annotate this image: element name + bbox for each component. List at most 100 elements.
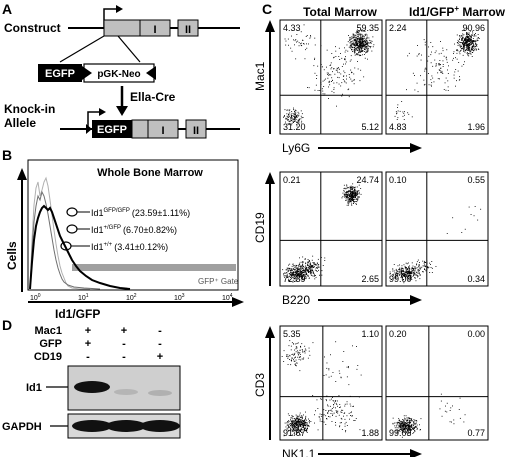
histogram-ylabel: Cells bbox=[5, 241, 19, 270]
egfp-label: EGFP bbox=[45, 68, 75, 80]
gfp-gate-bar bbox=[72, 264, 236, 271]
quadrant-value-ll: 99.03 bbox=[389, 428, 412, 438]
sign-r1-c2: - bbox=[158, 338, 162, 350]
plot-frame bbox=[385, 325, 489, 441]
gapdh-band-2 bbox=[106, 420, 146, 432]
knockin-egfp-box bbox=[92, 120, 132, 138]
quadrant-value-lr: 5.12 bbox=[361, 122, 379, 132]
sign-r2-c2: + bbox=[157, 351, 163, 363]
id1-band-1 bbox=[74, 381, 110, 393]
row-label-mac1: Mac1 bbox=[34, 325, 62, 337]
ylabel-row-0: Mac1 bbox=[253, 61, 267, 91]
xtick-1: 101 bbox=[78, 293, 89, 302]
gapdh-band-1 bbox=[72, 420, 112, 432]
quadrant-value-ul: 5.35 bbox=[283, 329, 301, 339]
gfp-gate-label: GFP⁺ Gate bbox=[198, 277, 239, 286]
quadrant-value-lr: 0.77 bbox=[467, 428, 485, 438]
plot-events bbox=[281, 340, 362, 437]
sign-r0-c0: + bbox=[85, 325, 91, 337]
panel-a-letter: A bbox=[2, 1, 12, 17]
quadrant-value-ur: 1.10 bbox=[361, 329, 379, 339]
quadrant-value-ll: 31.20 bbox=[283, 122, 306, 132]
histogram-xticks: 100 101 102 103 104 bbox=[30, 293, 233, 302]
xtick-3: 103 bbox=[174, 293, 185, 302]
row-label-gfp: GFP bbox=[39, 338, 62, 350]
xtick-4: 104 bbox=[222, 293, 233, 302]
quadrant-value-ul: 0.10 bbox=[389, 175, 407, 185]
panel-a: A Construct I II EGFP pGK-Neo Ella-Cre K… bbox=[2, 1, 240, 139]
quadrant-value-ll: 72.39 bbox=[283, 274, 306, 284]
insert-line-right bbox=[117, 35, 141, 63]
plot-events bbox=[389, 206, 482, 284]
legend-entry-1: Id1GFP/GFP (23.59±1.11%) bbox=[91, 208, 190, 218]
xaxis-arrow-icon bbox=[410, 295, 422, 305]
sign-r0-c2: - bbox=[158, 325, 162, 337]
plot-events bbox=[392, 393, 466, 438]
quadrant-value-ur: 59.35 bbox=[356, 23, 379, 33]
yaxis-arrow-icon bbox=[265, 172, 275, 184]
panel-c: C Total Marrow Id1/GFP+ Marrow Mac1 Ly6G 4… bbox=[253, 1, 506, 457]
sign-r1-c0: + bbox=[85, 338, 91, 350]
quadrant-value-lr: 1.96 bbox=[467, 122, 485, 132]
xtick-0: 100 bbox=[30, 293, 41, 302]
xtick-2: 102 bbox=[126, 293, 137, 302]
col-title-total: Total Marrow bbox=[303, 5, 377, 19]
histogram-legend: Id1GFP/GFP (23.59±1.11%) Id1+/GFP (6.70±0.… bbox=[60, 207, 190, 252]
knockin-egfp-label: EGFP bbox=[97, 124, 127, 136]
xaxis-arrow-icon bbox=[410, 143, 422, 153]
knockin-exon1-box bbox=[147, 119, 179, 139]
xlabel-row-2: NK1.1 bbox=[282, 447, 316, 457]
quadrant-value-ur: 90.96 bbox=[462, 23, 485, 33]
yaxis-arrow-icon bbox=[265, 20, 275, 32]
insert-line-left bbox=[59, 35, 105, 63]
knockin-label-line1: Knock-in bbox=[4, 102, 55, 116]
construct-exon1-box bbox=[139, 19, 171, 37]
facs-plot-mac1-total: 4.33 59.35 31.20 5.12 bbox=[279, 19, 383, 135]
ylabel-row-1: CD19 bbox=[253, 212, 267, 243]
facs-plot-cd3-total: 5.35 1.10 91.67 1.88 bbox=[279, 325, 383, 441]
row-label-cd19: CD19 bbox=[34, 351, 62, 363]
facs-plot-cd19-gfp: 0.10 0.55 99.00 0.34 bbox=[385, 171, 489, 287]
egfp-box bbox=[38, 64, 82, 82]
histogram-title: Whole Bone Marrow bbox=[97, 167, 203, 179]
facs-plots: Mac1 Ly6G 4.33 59.35 31.20 5.12 2.24 90.96 4.83 1… bbox=[253, 19, 489, 457]
histogram-xlabel: Id1/GFP bbox=[55, 307, 100, 321]
plot-frame bbox=[279, 171, 383, 287]
trace-homozygous bbox=[29, 204, 131, 290]
facs-plot-cd19-total: 0.21 24.74 72.39 2.65 bbox=[279, 171, 383, 287]
histogram-y-arrow-icon bbox=[17, 168, 27, 180]
quadrant-value-ll: 91.67 bbox=[283, 428, 306, 438]
xlabel-row-1: B220 bbox=[282, 293, 310, 307]
histogram-x-arrow-icon bbox=[232, 297, 244, 307]
sign-r2-c1: - bbox=[122, 351, 126, 363]
construct-exon-box bbox=[103, 19, 141, 37]
trace-het bbox=[29, 190, 101, 290]
knockin-promoter-arrow-icon bbox=[87, 111, 100, 129]
plot-events bbox=[394, 28, 480, 120]
legend-entry-2: Id1+/GFP (6.70±0.82%) bbox=[91, 225, 177, 235]
panel-d: D Mac1 GFP CD19 + + - + - - - - + Id1 GA… bbox=[2, 317, 181, 439]
quadrant-value-ll: 4.83 bbox=[389, 122, 407, 132]
id1-blot-label: Id1 bbox=[26, 382, 42, 394]
knockin-label-line2: Allele bbox=[4, 116, 36, 130]
panel-c-letter: C bbox=[262, 1, 272, 17]
construct-exon2-box bbox=[177, 19, 199, 37]
construct-exon2-label: II bbox=[185, 24, 191, 36]
promoter-arrow-head-icon bbox=[116, 5, 123, 13]
panel-b: B Whole Bone Marrow Cells Id1/GFP 100 10… bbox=[2, 147, 244, 321]
sign-r1-c1: - bbox=[122, 338, 126, 350]
plot-events bbox=[283, 24, 375, 127]
plot-events bbox=[282, 183, 362, 283]
quadrant-value-ul: 4.33 bbox=[283, 23, 301, 33]
facs-plot-cd3-gfp: 0.20 0.00 99.03 0.77 bbox=[385, 325, 489, 441]
knockin-exon1-label: I bbox=[161, 125, 164, 137]
ylabel-row-2: CD3 bbox=[253, 373, 267, 397]
gapdh-band-3 bbox=[140, 420, 180, 432]
quadrant-value-lr: 0.34 bbox=[467, 274, 485, 284]
knockin-promoter-head-icon bbox=[99, 108, 106, 116]
knockin-exon2-label: II bbox=[193, 125, 199, 137]
ella-cre-label: Ella-Cre bbox=[130, 90, 176, 104]
quadrant-value-ul: 0.20 bbox=[389, 329, 407, 339]
sign-r0-c1: + bbox=[121, 325, 127, 337]
